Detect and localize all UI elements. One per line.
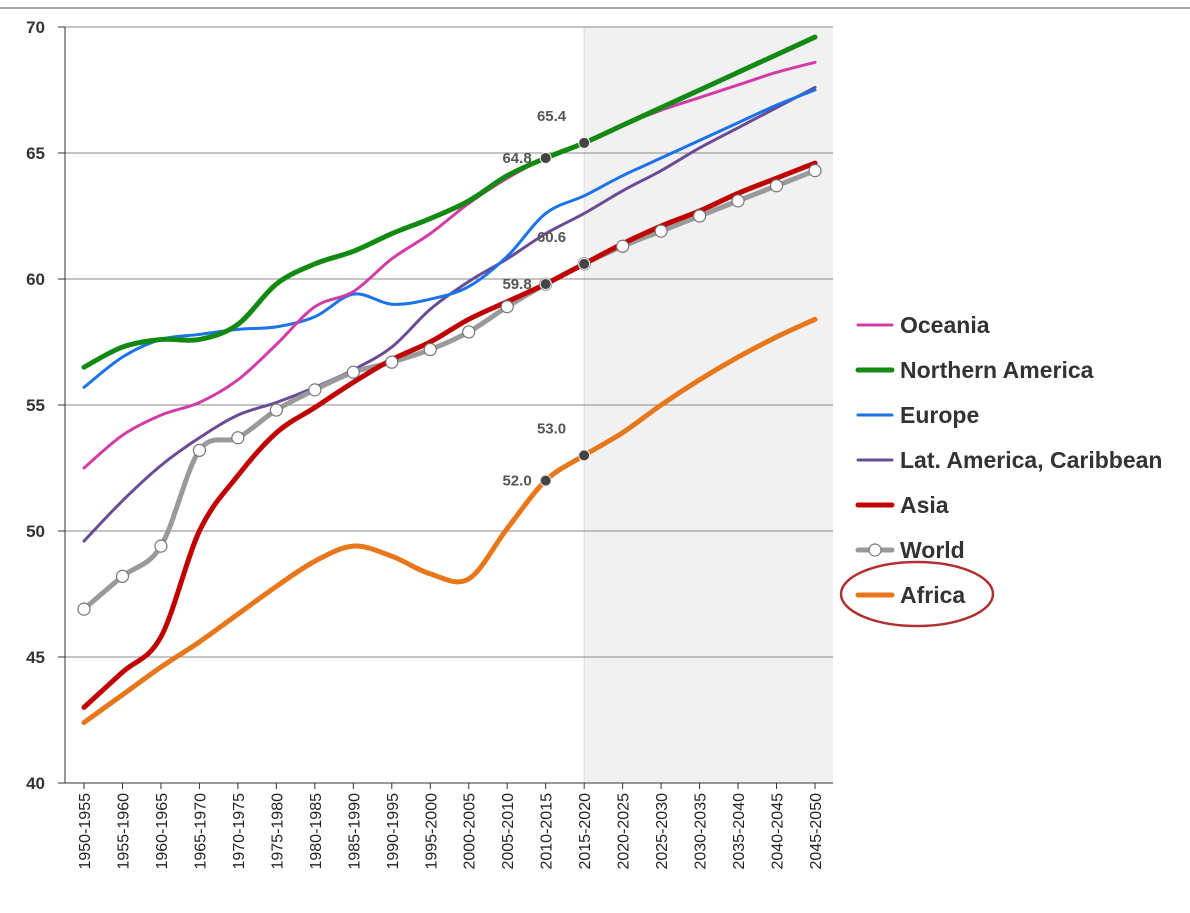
point-marker — [808, 164, 822, 178]
x-tick-label: 1990-1995 — [385, 793, 402, 870]
point-marker — [731, 194, 745, 208]
axes: 40 45 50 55 60 65 70 1950-1955 1955-1960 1960-196… — [26, 18, 833, 870]
point-marker — [192, 443, 207, 457]
point-marker — [115, 569, 130, 583]
x-tick-label: 2015-2020 — [577, 793, 594, 870]
x-tick-label: 2005-2010 — [500, 793, 517, 870]
y-tick-label: 65 — [26, 144, 45, 163]
point-marker — [616, 239, 630, 253]
x-tick-label: 2035-2040 — [731, 793, 748, 870]
series-line — [82, 88, 817, 389]
x-tick-label: 1985-1990 — [346, 793, 363, 870]
data-label: 52.0 — [502, 473, 531, 490]
x-tick-label: 2000-2005 — [462, 793, 479, 870]
point-marker — [769, 179, 784, 193]
labeled-point — [578, 257, 591, 270]
legend-label: Europe — [900, 402, 979, 428]
x-tick-label: 2020-2025 — [616, 793, 633, 870]
labeled-point — [578, 136, 591, 149]
y-tick-label: 50 — [26, 522, 45, 541]
legend-label: Oceania — [900, 312, 990, 338]
x-tick-label: 2010-2015 — [539, 793, 556, 870]
x-tick-label: 1970-1975 — [231, 793, 248, 870]
series-line — [81, 34, 818, 370]
point-marker — [654, 224, 668, 238]
point-marker — [423, 342, 437, 357]
y-tick-label: 45 — [26, 648, 45, 667]
data-label: 60.6 — [537, 229, 566, 246]
legend-label: Lat. America, Caribbean — [900, 447, 1162, 473]
y-tick-label: 60 — [26, 270, 45, 289]
data-label: 53.0 — [537, 420, 566, 437]
point-marker — [154, 539, 168, 553]
point-marker — [385, 355, 399, 369]
point-marker — [269, 403, 283, 417]
x-tick-label: 1950-1955 — [77, 793, 94, 870]
legend: Oceania Northern America Europe Lat. Americ… — [855, 312, 1162, 608]
data-label: 64.8 — [502, 150, 531, 167]
point-marker — [346, 365, 360, 379]
point-marker — [308, 383, 322, 397]
legend-marker — [868, 543, 882, 557]
series-line — [81, 316, 818, 726]
x-tick-label: 1965-1970 — [192, 793, 209, 870]
x-tick-label: 1975-1980 — [269, 793, 286, 870]
y-tick-label: 55 — [26, 396, 45, 415]
series-line — [81, 160, 818, 710]
legend-label: Northern America — [900, 357, 1094, 383]
labeled-point — [539, 474, 552, 487]
point-marker — [77, 602, 91, 616]
series-line — [82, 60, 817, 470]
legend-label: Africa — [900, 582, 965, 608]
x-tick-label: 1980-1985 — [308, 793, 325, 870]
data-labels: 64.8 65.4 59.8 60.6 52.0 53.0 — [77, 108, 822, 616]
labeled-point — [578, 449, 591, 462]
x-tick-label: 2040-2045 — [770, 793, 787, 870]
labeled-point — [539, 278, 552, 291]
y-tick-label: 40 — [26, 774, 45, 793]
point-marker — [231, 431, 245, 445]
x-tick-label: 2025-2030 — [654, 793, 671, 870]
labeled-point — [539, 152, 552, 165]
x-tick-label: 1995-2000 — [423, 793, 440, 870]
legend-label: Asia — [900, 492, 949, 518]
x-tick-label: 2030-2035 — [693, 793, 710, 870]
highlight-ellipse — [839, 560, 995, 628]
point-marker — [462, 325, 476, 339]
x-tick-label: 1955-1960 — [115, 793, 132, 870]
data-label: 59.8 — [502, 276, 531, 293]
point-marker — [500, 300, 514, 314]
x-tick-label: 1960-1965 — [154, 793, 171, 870]
legend-label: World — [900, 537, 965, 563]
x-tick-label: 2045-2050 — [808, 793, 825, 870]
y-tick-label: 70 — [26, 18, 45, 37]
data-label: 65.4 — [537, 108, 567, 125]
point-marker — [692, 209, 707, 223]
